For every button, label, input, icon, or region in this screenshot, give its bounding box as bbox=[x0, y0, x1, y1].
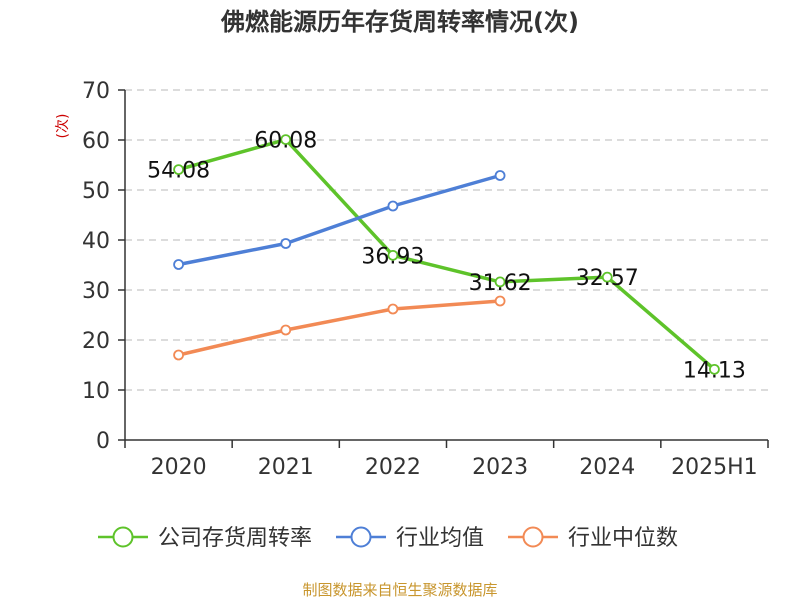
y-tick-label: 10 bbox=[82, 379, 110, 404]
source-note: 制图数据来自恒生聚源数据库 bbox=[302, 581, 497, 599]
data-point bbox=[280, 134, 292, 146]
data-point bbox=[494, 170, 506, 181]
data-label: 14.13 bbox=[683, 358, 746, 383]
legend-swatch-marker bbox=[522, 526, 544, 548]
legend-label: 行业均值 bbox=[396, 526, 484, 551]
x-tick-label: 2021 bbox=[258, 455, 314, 480]
series-line-1 bbox=[178, 173, 501, 267]
data-point bbox=[280, 238, 292, 249]
y-tick-label: 60 bbox=[82, 129, 110, 154]
legend-swatch-marker bbox=[350, 526, 372, 548]
y-tick-label: 20 bbox=[82, 329, 110, 354]
data-label: 60.08 bbox=[254, 129, 317, 154]
series-line-0 bbox=[178, 137, 716, 371]
data-point bbox=[173, 349, 184, 361]
y-tick-label: 40 bbox=[82, 229, 110, 254]
y-tick-label: 30 bbox=[82, 279, 110, 304]
data-label: 32.57 bbox=[576, 266, 639, 291]
data-label: 54.08 bbox=[147, 159, 210, 184]
legend-swatch-marker bbox=[112, 526, 134, 548]
data-label: 36.93 bbox=[361, 244, 424, 269]
data-point bbox=[709, 363, 720, 375]
data-point bbox=[280, 324, 292, 336]
y-tick-label: 50 bbox=[82, 179, 110, 204]
x-tick-label: 2020 bbox=[151, 455, 207, 480]
x-tick-label: 2024 bbox=[579, 455, 635, 480]
data-point bbox=[494, 276, 506, 288]
series-layer bbox=[173, 134, 720, 375]
legend-label: 公司存货周转率 bbox=[158, 526, 312, 551]
data-point bbox=[173, 164, 184, 176]
data-point bbox=[387, 200, 399, 212]
data-point bbox=[387, 303, 399, 315]
legend-label: 行业中位数 bbox=[568, 526, 678, 551]
y-tick-label: 0 bbox=[96, 429, 110, 454]
data-point bbox=[494, 295, 506, 307]
x-tick-label: 2025H1 bbox=[671, 455, 758, 480]
data-label: 31.62 bbox=[469, 271, 532, 296]
legend: 公司存货周转率 行业均值 行业中位数 bbox=[98, 526, 678, 551]
y-axis-unit: (次) bbox=[55, 114, 71, 139]
y-tick-label: 70 bbox=[82, 79, 110, 104]
x-tick-label: 2022 bbox=[365, 455, 421, 480]
chart-title: 佛燃能源历年存货周转率情况(次) bbox=[220, 8, 579, 36]
data-point bbox=[173, 259, 184, 270]
axis-layer: 0 10 20 30 40 50 60 70 2020 2021 2022 2023 2024 2025H… bbox=[82, 79, 769, 480]
series-line-2 bbox=[178, 299, 501, 357]
x-tick-label: 2023 bbox=[472, 455, 528, 480]
data-label-layer: 54.08 60.08 36.93 31.62 32.57 14.13 bbox=[147, 129, 746, 384]
data-point bbox=[601, 271, 613, 283]
data-point bbox=[387, 249, 399, 261]
